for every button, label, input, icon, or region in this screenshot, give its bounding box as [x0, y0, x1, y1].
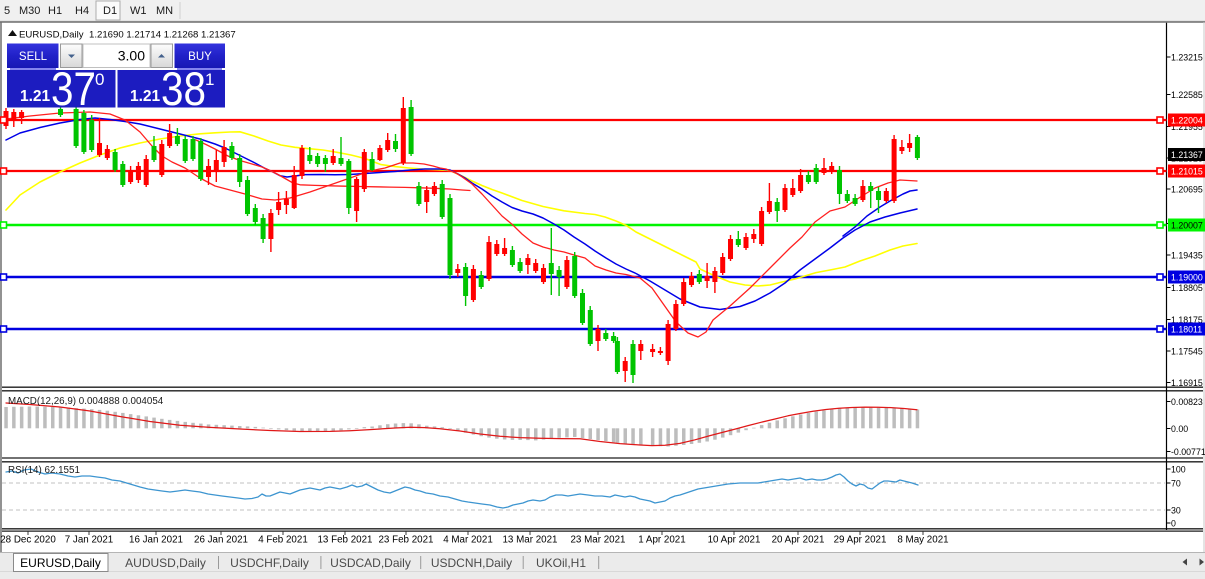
svg-text:1.18011: 1.18011 [1171, 325, 1202, 335]
svg-text:1.21690 1.21714 1.21268 1.2136: 1.21690 1.21714 1.21268 1.21367 [89, 30, 236, 41]
svg-text:1.22004: 1.22004 [1171, 116, 1203, 126]
svg-text:1.16915: 1.16915 [1171, 378, 1203, 388]
svg-text:10 Apr 2021: 10 Apr 2021 [708, 535, 761, 546]
svg-text:USDCHF,Daily: USDCHF,Daily [230, 556, 309, 570]
svg-text:USDCNH,Daily: USDCNH,Daily [431, 556, 512, 570]
svg-text:7 Jan 2021: 7 Jan 2021 [65, 535, 113, 546]
svg-text:USDCAD,Daily: USDCAD,Daily [330, 556, 411, 570]
svg-text:1.18805: 1.18805 [1171, 283, 1203, 293]
svg-text:1.20007: 1.20007 [1171, 221, 1203, 231]
svg-text:38: 38 [161, 63, 206, 116]
svg-text:1.17545: 1.17545 [1171, 347, 1203, 357]
svg-text:EURUSD,Daily: EURUSD,Daily [20, 556, 101, 570]
svg-text:0.00: 0.00 [1171, 424, 1188, 434]
svg-text:28 Dec 2020: 28 Dec 2020 [0, 535, 56, 546]
svg-text:BUY: BUY [188, 51, 212, 63]
svg-text:3.00: 3.00 [118, 48, 145, 64]
svg-text:1.19000: 1.19000 [1171, 273, 1203, 283]
svg-text:W1: W1 [130, 5, 147, 17]
svg-text:23 Mar 2021: 23 Mar 2021 [570, 535, 625, 546]
svg-text:1.19435: 1.19435 [1171, 251, 1203, 261]
svg-text:4 Mar 2021: 4 Mar 2021 [443, 535, 493, 546]
svg-text:H1: H1 [48, 5, 62, 17]
svg-text:1.21955: 1.21955 [1171, 122, 1203, 132]
svg-text:5: 5 [4, 5, 10, 17]
svg-text:0: 0 [95, 70, 104, 89]
svg-text:100: 100 [1171, 465, 1186, 475]
svg-text:1: 1 [205, 70, 214, 89]
svg-text:MN: MN [156, 5, 173, 17]
svg-text:13 Feb 2021: 13 Feb 2021 [317, 535, 372, 546]
svg-text:0.00823: 0.00823 [1171, 397, 1203, 407]
svg-text:4 Feb 2021: 4 Feb 2021 [258, 535, 308, 546]
svg-text:26 Jan 2021: 26 Jan 2021 [194, 535, 248, 546]
svg-text:20 Apr 2021: 20 Apr 2021 [772, 535, 825, 546]
svg-text:RSI(14) 62.1551: RSI(14) 62.1551 [8, 465, 80, 476]
svg-text:30: 30 [1171, 506, 1181, 516]
svg-text:1.18175: 1.18175 [1171, 315, 1203, 325]
svg-text:AUDUSD,Daily: AUDUSD,Daily [125, 556, 206, 570]
svg-text:1.20695: 1.20695 [1171, 185, 1203, 195]
svg-text:-0.00771: -0.00771 [1171, 447, 1205, 457]
svg-text:0: 0 [1171, 519, 1176, 529]
svg-text:1.22585: 1.22585 [1171, 90, 1203, 100]
svg-text:MACD(12,26,9) 0.004888 0.00405: MACD(12,26,9) 0.004888 0.004054 [8, 396, 164, 407]
svg-text:1.21: 1.21 [20, 88, 51, 105]
svg-text:1.23215: 1.23215 [1171, 53, 1203, 63]
svg-text:1.21: 1.21 [130, 88, 161, 105]
svg-text:29 Apr 2021: 29 Apr 2021 [834, 535, 887, 546]
svg-text:EURUSD,Daily: EURUSD,Daily [19, 30, 84, 41]
svg-text:23 Feb 2021: 23 Feb 2021 [378, 535, 433, 546]
svg-text:H4: H4 [75, 5, 89, 17]
svg-text:D1: D1 [103, 5, 117, 17]
svg-text:1.21367: 1.21367 [1171, 150, 1203, 160]
svg-text:1 Apr 2021: 1 Apr 2021 [638, 535, 685, 546]
svg-text:16 Jan 2021: 16 Jan 2021 [129, 535, 183, 546]
svg-text:70: 70 [1171, 479, 1181, 489]
svg-text:SELL: SELL [19, 51, 48, 63]
svg-text:UKOil,H1: UKOil,H1 [536, 556, 586, 570]
svg-text:1.21015: 1.21015 [1171, 167, 1203, 177]
svg-text:37: 37 [51, 63, 96, 116]
svg-text:13 Mar 2021: 13 Mar 2021 [502, 535, 557, 546]
svg-text:8 May 2021: 8 May 2021 [897, 535, 948, 546]
svg-text:M30: M30 [19, 5, 40, 17]
